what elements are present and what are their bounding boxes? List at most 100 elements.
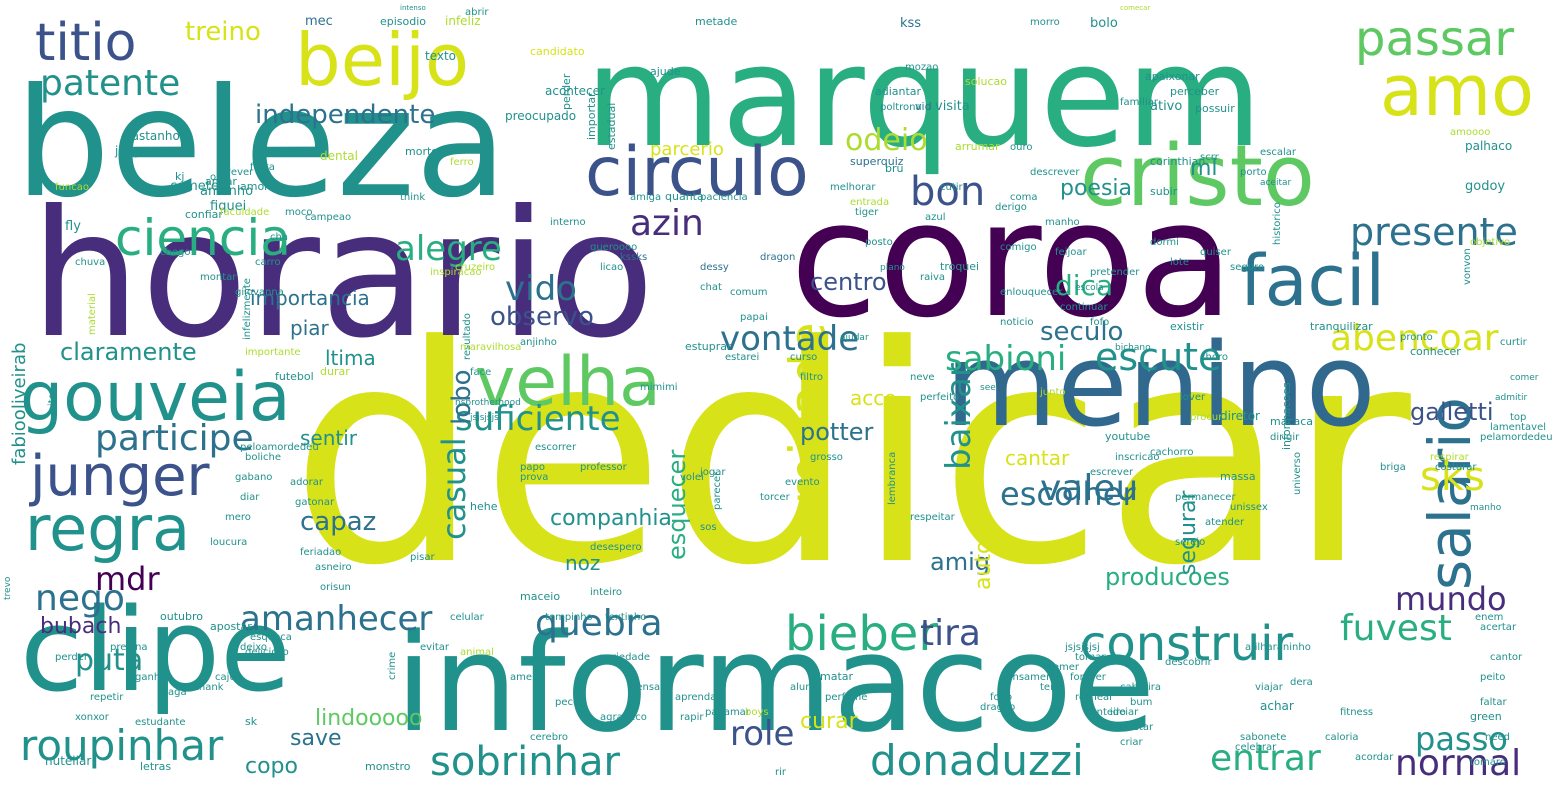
word: sos: [700, 522, 717, 533]
word: junger: [28, 444, 211, 509]
word: abencoar: [1330, 318, 1499, 359]
word: maceio: [520, 590, 560, 603]
word: bru: [885, 162, 903, 175]
word: sabioni: [945, 339, 1066, 379]
word: panamar: [705, 707, 751, 718]
word: importancia: [250, 286, 370, 310]
word: campeao: [305, 212, 351, 223]
word: acertar: [1480, 622, 1517, 633]
word: sk: [245, 715, 258, 728]
word: estarei: [725, 352, 759, 363]
word: troquei: [940, 260, 979, 273]
word: inteiro: [590, 587, 622, 598]
word: regra: [25, 492, 190, 565]
word: feriadao: [300, 547, 341, 558]
word: canteiro: [1085, 707, 1126, 718]
word: salario: [1416, 397, 1484, 590]
word: diretor: [1220, 409, 1260, 423]
word: escute: [1095, 335, 1221, 379]
word: fofo: [1090, 317, 1109, 328]
word: amo: [1380, 50, 1534, 132]
word: cometer: [170, 179, 225, 194]
word: orisun: [320, 582, 351, 593]
word: facil: [1240, 240, 1385, 322]
word: evitar: [420, 642, 450, 653]
word: traga: [160, 687, 187, 698]
word: escolher: [1000, 475, 1136, 513]
word: celular: [450, 612, 485, 623]
word: vonvon: [1462, 248, 1473, 285]
word: clipe: [20, 584, 291, 718]
word: ativo: [1150, 99, 1182, 114]
word: resultado: [462, 313, 473, 360]
word: copo: [245, 754, 298, 779]
word: youtube: [1105, 430, 1150, 443]
word: sks: [1420, 454, 1485, 500]
word: amiga: [630, 192, 661, 203]
word: prova: [520, 472, 548, 483]
word: viajar: [1255, 682, 1284, 693]
word: perfeito: [920, 392, 959, 403]
word: mec: [305, 14, 333, 29]
word: amig: [930, 548, 990, 576]
word: poesia: [1060, 176, 1132, 201]
word: vever: [225, 167, 254, 178]
word: procurar: [1190, 412, 1233, 423]
word: carro: [255, 257, 281, 268]
word: montar: [200, 272, 237, 283]
word: beijo: [295, 18, 469, 102]
word: acordar: [1355, 752, 1394, 763]
word: treino: [185, 17, 261, 47]
word: junto: [1039, 387, 1066, 398]
word: mozao: [905, 62, 938, 73]
word: superquiz: [850, 155, 904, 168]
word: comer: [1510, 373, 1539, 383]
word: massa: [1220, 470, 1256, 483]
word: respeitar: [910, 512, 956, 523]
word: comum: [730, 287, 767, 298]
word: peco: [555, 697, 579, 708]
word: pelamordedeu: [1480, 432, 1553, 443]
word: acontecer: [545, 84, 605, 98]
word: faltar: [1480, 697, 1507, 708]
word: cha: [270, 232, 288, 243]
word: amanho: [200, 184, 253, 199]
word: gatonar: [295, 497, 335, 508]
word: amanhecer: [240, 599, 432, 639]
word: tremer: [1045, 662, 1080, 673]
word: dental: [320, 149, 358, 163]
word: asneiro: [315, 562, 352, 573]
word: ltima: [325, 346, 376, 370]
word: tempinho: [545, 612, 593, 623]
word: subir: [1150, 185, 1178, 198]
word: infeliz: [445, 14, 481, 28]
word: animal: [460, 647, 494, 658]
word: seguro: [1230, 262, 1264, 273]
word: atender: [1205, 517, 1245, 528]
word: castanho: [125, 129, 180, 143]
word: vido: [505, 269, 577, 309]
word: estudante: [135, 717, 186, 728]
word: briga: [1380, 462, 1406, 473]
word: coroa: [790, 166, 1234, 353]
word: durar: [320, 365, 350, 378]
word: escorrer: [535, 442, 577, 453]
word: letras: [140, 760, 171, 773]
word: metade: [695, 15, 738, 28]
word: lamentavel: [1490, 422, 1546, 433]
word: face: [470, 367, 491, 378]
word: patente: [40, 63, 180, 104]
word: inscricao: [1115, 452, 1159, 463]
word: dormi: [1150, 237, 1179, 248]
word: escalar: [1260, 147, 1297, 158]
word: alegre: [395, 229, 502, 269]
word: see: [980, 383, 996, 393]
word: tornar: [1075, 652, 1106, 663]
word: monstro: [365, 760, 411, 773]
word: galletti: [1410, 398, 1494, 426]
word: mero: [225, 512, 251, 523]
word: informacoes: [1280, 382, 1293, 450]
word: piar: [290, 316, 330, 340]
word: delicioso: [245, 647, 289, 658]
word: chego: [160, 247, 190, 258]
